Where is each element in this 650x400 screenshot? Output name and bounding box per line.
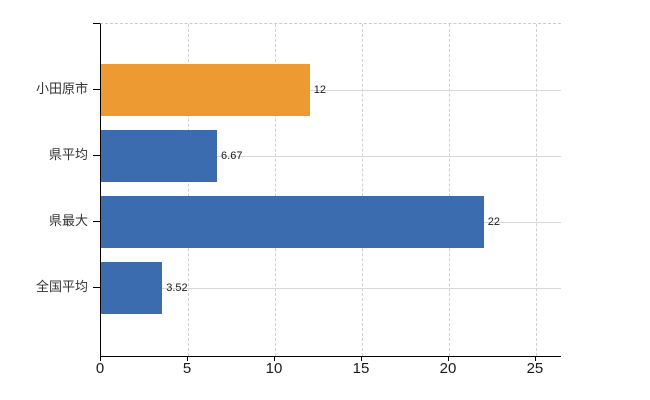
gridline-vertical <box>448 24 450 356</box>
category-label: 全国平均 <box>35 279 88 295</box>
y-axis-tick <box>93 287 100 289</box>
x-axis-tick <box>360 356 362 361</box>
gridline-vertical <box>535 24 537 356</box>
x-axis-tick-label: 20 <box>439 360 457 377</box>
x-axis-tick <box>273 356 275 361</box>
gridline-vertical <box>274 24 276 356</box>
bar <box>101 129 218 182</box>
x-axis-tick-label: 10 <box>265 360 283 377</box>
x-axis-tick-label: 25 <box>526 360 544 377</box>
bar <box>101 63 310 116</box>
x-axis-tick-label: 5 <box>182 360 192 377</box>
bar <box>101 262 163 315</box>
y-axis-tick <box>93 221 100 223</box>
bar-value-label: 3.52 <box>166 282 188 295</box>
category-label: 県平均 <box>48 146 88 162</box>
gridline-vertical <box>361 24 363 356</box>
y-axis-tick <box>93 23 100 24</box>
x-axis-tick-label: 0 <box>95 360 105 377</box>
x-axis-tick <box>100 356 101 361</box>
bar <box>101 196 484 249</box>
gridline-horizontal <box>101 89 561 91</box>
gridline-vertical <box>187 24 189 356</box>
bar-value-label: 12 <box>313 83 327 96</box>
gridline-horizontal <box>101 155 561 157</box>
category-label: 県最大 <box>48 213 88 229</box>
plot-area: 12 6.67 22 3.52 <box>100 23 561 357</box>
category-label: 小田原市 <box>35 80 88 96</box>
x-axis-tick <box>447 356 449 361</box>
y-axis-tick <box>93 154 100 156</box>
y-axis-tick <box>93 88 100 90</box>
x-axis-tick-label: 15 <box>352 360 370 377</box>
bar-value-label: 6.67 <box>221 149 243 162</box>
x-axis-tick <box>186 356 188 361</box>
bar-value-label: 22 <box>487 216 500 229</box>
x-axis-tick <box>534 356 536 361</box>
gridline-horizontal <box>101 288 561 290</box>
